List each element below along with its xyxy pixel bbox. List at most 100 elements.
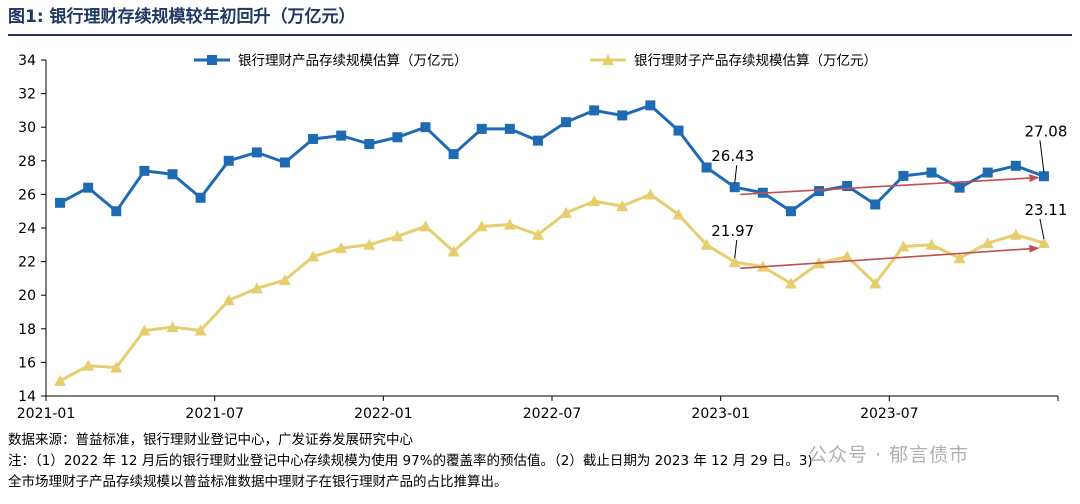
x-tick-label: 2023-01	[691, 406, 750, 422]
series-0-point	[448, 149, 459, 160]
series-1-point	[447, 245, 460, 257]
series-1-point	[110, 361, 123, 373]
series-1-point	[278, 274, 291, 286]
series-0-point	[83, 182, 94, 193]
legend-marker-0	[207, 55, 217, 65]
series-0-point	[814, 186, 825, 197]
footnote-1: 注：（1）2022 年 12 月后的银行理财业登记中心存续规模为使用 97%的覆…	[8, 453, 813, 469]
x-tick-label: 2023-07	[860, 406, 919, 422]
series-1-point	[503, 218, 516, 230]
series-1-point	[700, 238, 713, 250]
y-tick-label: 16	[18, 355, 36, 371]
legend-marker-1	[602, 54, 614, 65]
series-1-point	[166, 321, 179, 333]
series-0-point	[167, 169, 178, 180]
series-1-point	[419, 220, 432, 232]
x-tick-label: 2022-01	[354, 406, 413, 422]
series-1-point	[588, 195, 601, 207]
series-1-point	[54, 374, 67, 386]
series-1-point	[1037, 236, 1050, 248]
series-line-0	[59, 103, 1045, 214]
series-1-point	[644, 188, 657, 200]
figure-title: 图1: 银行理财存续规模较年初回升（万亿元）	[8, 2, 1072, 36]
series-1-point	[391, 230, 404, 242]
data-label: 21.97	[711, 222, 754, 240]
series-1-point	[728, 256, 741, 268]
series-0-point	[617, 110, 628, 121]
annotation-leader	[734, 165, 738, 184]
trend-arrow-0	[740, 174, 1040, 196]
series-1-point	[981, 237, 994, 249]
series-0-point	[223, 155, 234, 166]
series-0-point	[279, 157, 290, 168]
x-tick-label: 2021-01	[17, 406, 76, 422]
series-0-point	[954, 182, 965, 193]
series-0-point	[1038, 171, 1049, 182]
series-0-point	[645, 100, 656, 111]
x-tick-label: 2022-07	[523, 406, 582, 422]
series-1-point	[531, 228, 544, 240]
series-0-point	[982, 167, 993, 178]
series-0-point	[673, 125, 684, 136]
y-tick-label: 28	[18, 154, 36, 170]
series-0-point	[392, 132, 403, 143]
series-0-point	[898, 170, 909, 181]
series-1-point	[953, 252, 966, 264]
series-1-point	[138, 324, 151, 336]
watermark: 公众号 · 郁言债市	[808, 444, 970, 466]
annotation-leader	[1039, 140, 1045, 173]
series-0-point	[55, 197, 66, 208]
y-tick-label: 18	[18, 322, 36, 338]
series-0-point	[504, 123, 515, 134]
series-0-point	[589, 105, 600, 116]
series-1-point	[307, 250, 320, 262]
y-tick-label: 34	[18, 53, 36, 69]
x-tick-label: 2021-07	[185, 406, 244, 422]
series-0-point	[842, 181, 853, 191]
figure-title-text: 图1: 银行理财存续规模较年初回升（万亿元）	[8, 7, 356, 27]
trend-arrow-1	[740, 244, 1040, 270]
series-0-point	[139, 165, 150, 176]
data-label: 27.08	[1024, 122, 1067, 140]
series-0-point	[251, 147, 262, 158]
y-tick-label: 32	[18, 87, 36, 103]
series-1-point	[194, 324, 207, 336]
series-0-point	[532, 135, 543, 146]
series-1-point	[222, 294, 235, 306]
series-1-point	[869, 277, 882, 289]
series-1-point	[925, 238, 938, 250]
series-0-point	[701, 162, 712, 173]
series-0-point	[785, 206, 796, 217]
y-tick-label: 24	[18, 221, 36, 237]
series-1-point	[250, 282, 263, 294]
figure-notes: 数据来源：普益标准，银行理财业登记中心，广发证券发展研究中心 注：（1）2022…	[8, 430, 1076, 493]
y-tick-label: 14	[18, 389, 36, 405]
series-0-point	[195, 192, 206, 203]
series-0-point	[870, 199, 881, 210]
series-line-1	[59, 192, 1045, 383]
series-0-point	[308, 133, 319, 144]
legend-label-0: 银行理财产品存续规模估算（万亿元）	[238, 53, 468, 69]
y-tick-label: 26	[18, 187, 36, 203]
y-tick-label: 20	[18, 288, 36, 304]
series-0-point	[111, 206, 122, 217]
y-tick-label: 22	[18, 255, 36, 271]
series-1-point	[897, 240, 910, 252]
data-label: 23.11	[1024, 201, 1067, 219]
series-0-point	[420, 122, 431, 133]
series-0-point	[364, 139, 375, 149]
series-1-point	[1009, 228, 1022, 240]
annotation-leader	[1039, 218, 1045, 240]
series-1-point	[616, 200, 629, 212]
series-1-point	[82, 359, 95, 371]
source-note: 数据来源：普益标准，银行理财业登记中心，广发证券发展研究中心	[8, 432, 413, 448]
series-1-point	[475, 220, 488, 232]
y-tick-label: 30	[18, 120, 36, 136]
series-0-point	[336, 130, 347, 141]
series-1-point	[672, 208, 685, 220]
series-1-point	[784, 277, 797, 289]
series-0-point	[476, 123, 487, 134]
footnote-2: 全市场理财子产品存续规模以普益标准数据中理财子在银行理财产品的占比推算出。	[8, 474, 508, 490]
series-0-point	[1010, 160, 1021, 171]
series-0-point	[561, 117, 572, 128]
